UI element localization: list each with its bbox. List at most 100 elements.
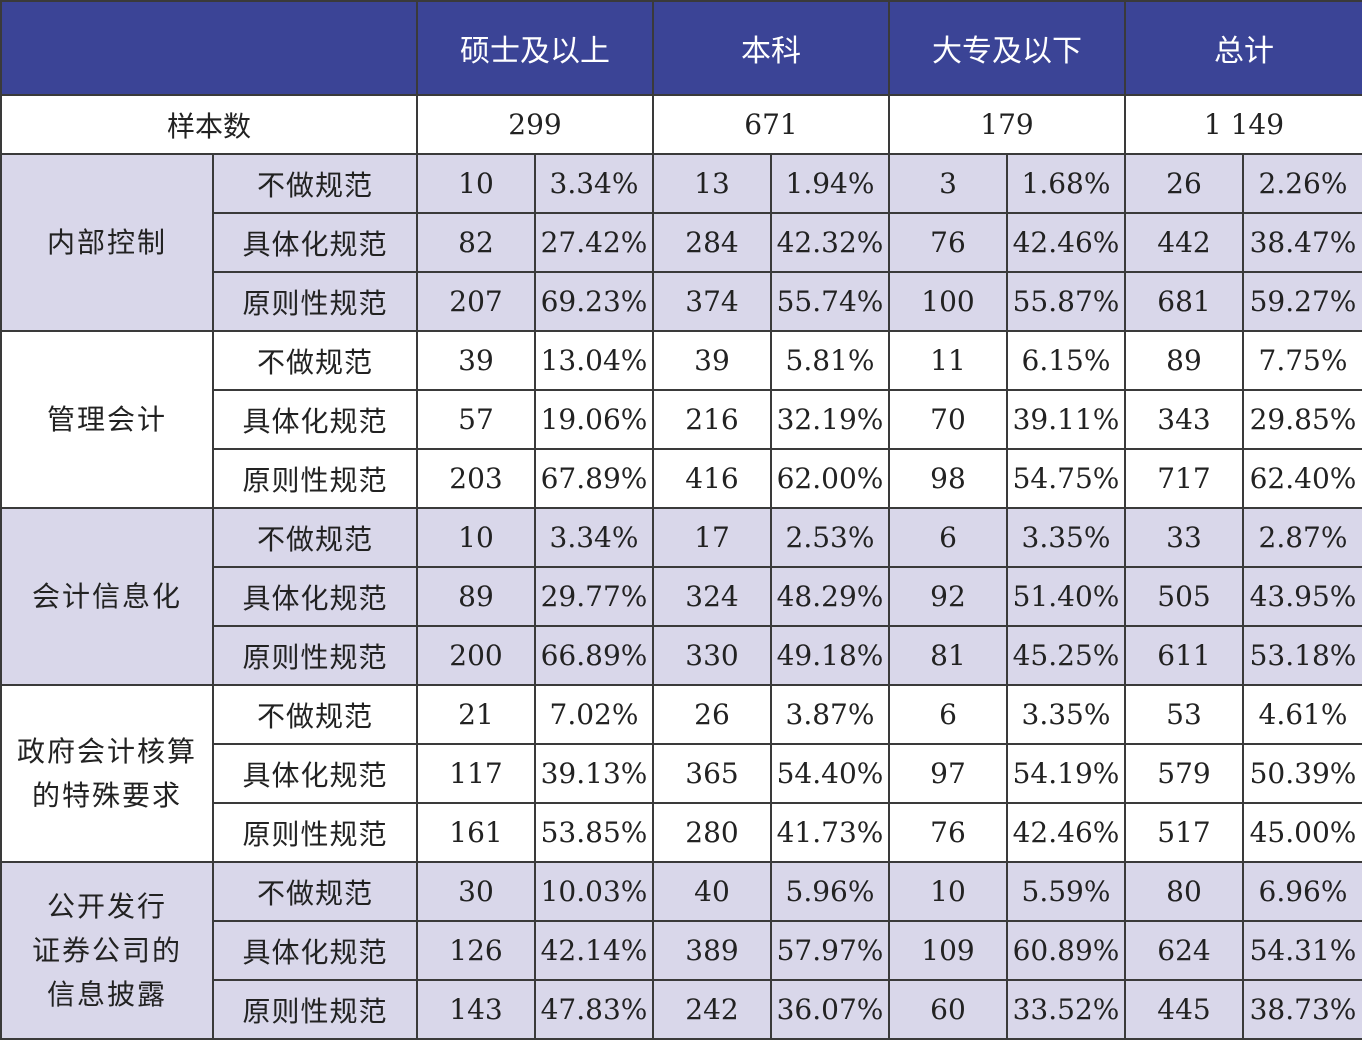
count-cell: 82 [416,212,536,273]
count-cell: 26 [1124,153,1244,214]
percent-cell: 29.77% [534,566,654,627]
norm-type-label: 具体化规范 [212,743,418,804]
count-cell: 681 [1124,271,1244,332]
percent-cell: 54.19% [1006,743,1126,804]
count-cell: 89 [1124,330,1244,391]
data-row: 原则性规范 161 53.85% 280 41.73% 76 42.46% 517 45.00% [1,802,1362,863]
percent-cell: 62.00% [770,448,890,509]
percent-cell: 45.25% [1006,625,1126,686]
data-row: 具体化规范 117 39.13% 365 54.40% 97 54.19% 579 50.39% [1,743,1362,804]
norm-type-label: 不做规范 [212,507,418,568]
data-row: 会计信息化 不做规范 10 3.34% 17 2.53% 6 3.35% 33 2.87% [0,507,1362,686]
sample-value: 1 149 [1124,94,1362,155]
percent-cell: 42.46% [1006,212,1126,273]
count-cell: 10 [416,507,536,568]
percent-cell: 43.95% [1242,566,1362,627]
data-row: 公开发行 证券公司的 信息披露 不做规范 30 10.03% 40 5.96% 10 5.59% 8… [0,861,1362,1040]
sample-value: 299 [416,94,654,155]
data-row: 内部控制 不做规范 10 3.34% 13 1.94% 3 1.68% 26 2.26% [0,153,1362,332]
data-row: 管理会计 不做规范 39 13.04% 39 5.81% 11 6.15% 89 7.75% [0,330,1362,509]
header-col-bachelor: 本科 [652,0,890,96]
count-cell: 81 [888,625,1008,686]
count-cell: 17 [652,507,772,568]
percent-cell: 53.18% [1242,625,1362,686]
category-label: 会计信息化 [0,507,214,686]
percent-cell: 6.96% [1242,861,1362,922]
count-cell: 13 [652,153,772,214]
count-cell: 70 [888,389,1008,450]
norm-type-label: 具体化规范 [212,212,418,273]
category-line: 信息披露 [46,977,167,1011]
count-cell: 98 [888,448,1008,509]
category-line: 公开发行 [46,889,167,923]
count-cell: 11 [888,330,1008,391]
data-row: 原则性规范 143 47.83% 242 36.07% 60 33.52% 445 38.73% [1,979,1362,1040]
count-cell: 161 [416,802,536,863]
percent-cell: 7.75% [1242,330,1362,391]
percent-cell: 39.11% [1006,389,1126,450]
count-cell: 389 [652,920,772,981]
count-cell: 203 [416,448,536,509]
count-cell: 374 [652,271,772,332]
count-cell: 207 [416,271,536,332]
count-cell: 109 [888,920,1008,981]
header-col-total: 总计 [1124,0,1362,96]
count-cell: 517 [1124,802,1244,863]
data-row: 政府会计核算 的特殊要求 不做规范 21 7.02% 26 3.87% 6 3.35% 53 4.6… [0,684,1362,863]
data-row: 原则性规范 207 69.23% 374 55.74% 100 55.87% 681 59.27… [1,271,1362,332]
percent-cell: 3.34% [534,507,654,568]
count-cell: 200 [416,625,536,686]
percent-cell: 3.35% [1006,684,1126,745]
percent-cell: 2.26% [1242,153,1362,214]
header-row: 硕士及以上 本科 大专及以下 总计 [0,0,1362,96]
percent-cell: 27.42% [534,212,654,273]
header-corner [0,0,418,96]
norm-type-label: 不做规范 [212,684,418,745]
count-cell: 3 [888,153,1008,214]
category-line: 会计信息化 [31,579,182,613]
data-row: 具体化规范 126 42.14% 389 57.97% 109 60.89% 624 54.31… [1,920,1362,981]
percent-cell: 39.13% [534,743,654,804]
norm-type-label: 不做规范 [212,330,418,391]
norm-type-label: 具体化规范 [212,566,418,627]
norm-type-label: 不做规范 [212,153,418,214]
count-cell: 126 [416,920,536,981]
count-cell: 324 [652,566,772,627]
data-row: 原则性规范 203 67.89% 416 62.00% 98 54.75% 717 62.40% [1,448,1362,509]
category-label: 管理会计 [0,330,214,509]
count-cell: 60 [888,979,1008,1040]
percent-cell: 62.40% [1242,448,1362,509]
category-line: 政府会计核算 [16,734,197,768]
percent-cell: 42.32% [770,212,890,273]
header-col-masters: 硕士及以上 [416,0,654,96]
percent-cell: 42.46% [1006,802,1126,863]
percent-cell: 54.40% [770,743,890,804]
count-cell: 445 [1124,979,1244,1040]
sample-row: 样本数 299 671 179 1 149 [0,94,1362,155]
sample-value: 179 [888,94,1126,155]
count-cell: 40 [652,861,772,922]
percent-cell: 54.31% [1242,920,1362,981]
percent-cell: 67.89% [534,448,654,509]
percent-cell: 53.85% [534,802,654,863]
data-row: 具体化规范 82 27.42% 284 42.32% 76 42.46% 442 38.47% [1,212,1362,273]
data-row: 原则性规范 200 66.89% 330 49.18% 81 45.25% 611 53.18% [1,625,1362,686]
norm-type-label: 具体化规范 [212,920,418,981]
data-row: 具体化规范 89 29.77% 324 48.29% 92 51.40% 505 43.95% [1,566,1362,627]
count-cell: 284 [652,212,772,273]
count-cell: 579 [1124,743,1244,804]
sample-label: 样本数 [0,94,418,155]
percent-cell: 13.04% [534,330,654,391]
norm-type-label: 不做规范 [212,861,418,922]
count-cell: 89 [416,566,536,627]
category-label: 政府会计核算 的特殊要求 [0,684,214,863]
percent-cell: 6.15% [1006,330,1126,391]
percent-cell: 3.35% [1006,507,1126,568]
count-cell: 416 [652,448,772,509]
category-label: 内部控制 [0,153,214,332]
count-cell: 330 [652,625,772,686]
count-cell: 76 [888,802,1008,863]
percent-cell: 41.73% [770,802,890,863]
count-cell: 365 [652,743,772,804]
